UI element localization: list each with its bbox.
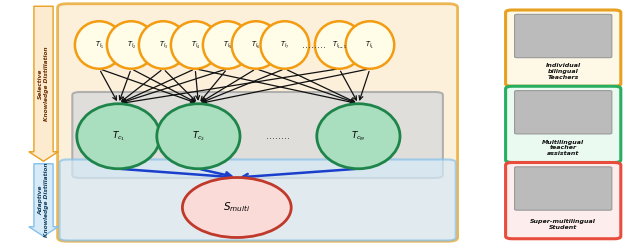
Ellipse shape — [107, 21, 156, 69]
Ellipse shape — [232, 21, 280, 69]
Ellipse shape — [346, 21, 394, 69]
FancyBboxPatch shape — [60, 160, 456, 240]
FancyBboxPatch shape — [515, 167, 612, 210]
Ellipse shape — [77, 104, 160, 169]
Text: $\mathit{T_{l_1}}$: $\mathit{T_{l_1}}$ — [95, 40, 104, 50]
Text: $\mathit{T_{l_7}}$: $\mathit{T_{l_7}}$ — [280, 40, 289, 50]
Ellipse shape — [315, 21, 364, 69]
FancyBboxPatch shape — [506, 86, 621, 162]
Text: $\mathit{T_{l_2}}$: $\mathit{T_{l_2}}$ — [127, 40, 136, 50]
FancyBboxPatch shape — [515, 90, 612, 134]
Text: $\mathit{T_{l_6}}$: $\mathit{T_{l_6}}$ — [252, 40, 260, 50]
FancyArrow shape — [29, 6, 58, 161]
FancyBboxPatch shape — [506, 10, 621, 86]
Text: $\mathit{S_{multi}}$: $\mathit{S_{multi}}$ — [223, 200, 250, 214]
FancyBboxPatch shape — [72, 92, 443, 178]
Text: ........: ........ — [266, 131, 291, 141]
Text: $\mathit{T_{l_5}}$: $\mathit{T_{l_5}}$ — [223, 40, 232, 50]
Ellipse shape — [157, 104, 240, 169]
FancyBboxPatch shape — [515, 14, 612, 58]
Text: Multilingual
teacher
assistant: Multilingual teacher assistant — [542, 140, 584, 156]
FancyArrow shape — [29, 164, 58, 236]
Text: $\mathit{T_{l_4}}$: $\mathit{T_{l_4}}$ — [191, 40, 200, 50]
Ellipse shape — [260, 21, 309, 69]
Text: $\mathit{T_{c_M}}$: $\mathit{T_{c_M}}$ — [351, 130, 365, 143]
Ellipse shape — [75, 21, 124, 69]
Text: Selective
Knowledge Distillation: Selective Knowledge Distillation — [38, 46, 49, 121]
Text: $\mathit{T_{l_3}}$: $\mathit{T_{l_3}}$ — [159, 40, 168, 50]
FancyBboxPatch shape — [506, 162, 621, 239]
Text: $\mathit{T_{c_1}}$: $\mathit{T_{c_1}}$ — [112, 130, 125, 143]
Ellipse shape — [317, 104, 400, 169]
Text: $\mathit{T_{c_2}}$: $\mathit{T_{c_2}}$ — [192, 130, 205, 143]
Text: $\mathit{T_{l_L}}$: $\mathit{T_{l_L}}$ — [365, 40, 374, 50]
Text: $\mathit{T_{l_{L-1}}}$: $\mathit{T_{l_{L-1}}}$ — [332, 40, 347, 50]
Ellipse shape — [203, 21, 252, 69]
Ellipse shape — [139, 21, 188, 69]
Ellipse shape — [182, 178, 291, 238]
Text: Individual
bilingual
Teachers: Individual bilingual Teachers — [546, 63, 580, 80]
Ellipse shape — [171, 21, 220, 69]
Text: Super-multilingual
Student: Super-multilingual Student — [531, 219, 596, 230]
Text: ........: ........ — [301, 40, 326, 50]
Text: Adaptive
Knowledge Distillation: Adaptive Knowledge Distillation — [38, 163, 49, 237]
FancyBboxPatch shape — [58, 4, 458, 241]
